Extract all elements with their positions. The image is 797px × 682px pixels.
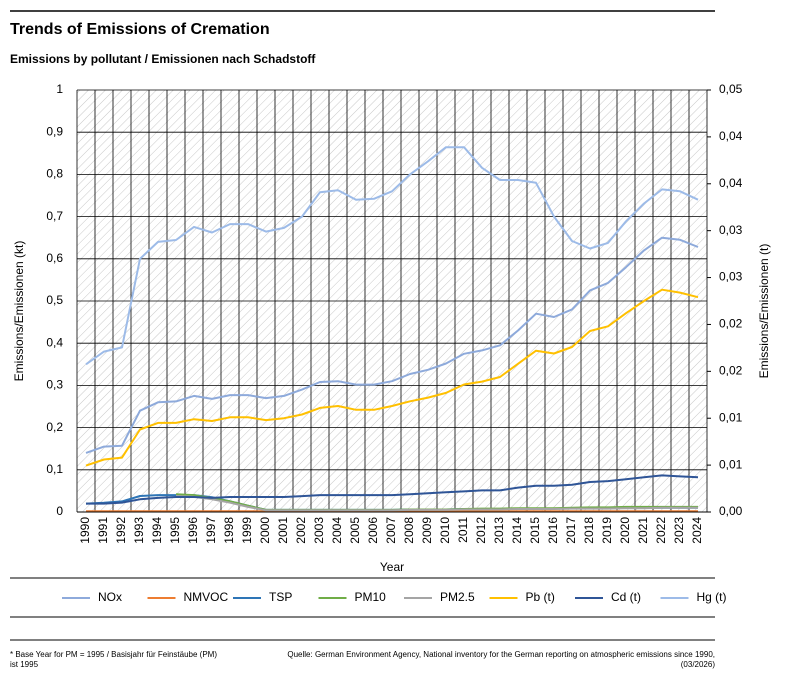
legend-label: Pb (t) (526, 590, 555, 604)
x-tick-label: 2000 (258, 517, 272, 544)
x-tick-label: 2009 (420, 517, 434, 544)
y2-tick-label: 0,00 (719, 504, 743, 518)
legend-label: PM10 (355, 590, 387, 604)
x-tick-label: 1993 (132, 517, 146, 544)
x-tick-label: 2014 (510, 517, 524, 544)
x-tick-label: 2015 (528, 517, 542, 544)
footnote: * Base Year for PM = 1995 / Basisjahr fü… (10, 650, 217, 669)
y2-tick-label: 0,02 (719, 317, 743, 331)
x-tick-label: 2019 (600, 517, 614, 544)
x-tick-label: 2008 (402, 517, 416, 544)
x-tick-label: 1996 (186, 517, 200, 544)
y-tick-label: 0,9 (46, 124, 63, 138)
y-tick-label: 0,8 (46, 167, 63, 181)
x-tick-label: 2022 (654, 517, 668, 544)
legend-label: Hg (t) (697, 590, 727, 604)
x-tick-label: 2010 (438, 517, 452, 544)
x-tick-label: 2018 (582, 517, 596, 544)
legend-label: NMVOC (184, 590, 229, 604)
y-tick-label: 1 (56, 82, 63, 96)
y-tick-label: 0,3 (46, 378, 63, 392)
y-tick-label: 0 (56, 504, 63, 518)
series-line (85, 146, 699, 366)
x-tick-label: 1992 (114, 517, 128, 544)
chart-subtitle: Emissions by pollutant / Emissionen nach… (10, 52, 316, 66)
series-line (85, 236, 699, 454)
y2-tick-label: 0,01 (719, 457, 743, 471)
x-axis-title: Year (380, 560, 404, 574)
y2-tick-label: 0,03 (719, 223, 743, 237)
x-tick-label: 2005 (348, 517, 362, 544)
x-tick-label: 1999 (240, 517, 254, 544)
y2-tick-label: 0,04 (719, 129, 743, 143)
x-tick-label: 2001 (276, 517, 290, 544)
x-tick-label: 1994 (150, 517, 164, 544)
chart-title: Trends of Emissions of Cremation (10, 21, 270, 38)
y-tick-label: 0,1 (46, 462, 63, 476)
x-tick-label: 1990 (78, 517, 92, 544)
legend-label: NOx (98, 590, 122, 604)
x-tick-label: 2011 (456, 517, 470, 543)
y2-axis-title: Emissions/Emissionen (t) (757, 244, 771, 379)
legend-label: PM2.5 (440, 590, 475, 604)
x-tick-label: 1997 (204, 517, 218, 544)
series-line (175, 495, 698, 512)
x-tick-label: 2021 (636, 517, 650, 544)
y-tick-label: 0,4 (46, 335, 63, 349)
y2-tick-label: 0,01 (719, 410, 743, 424)
y-axis-title: Emissions/Emissionen (kt) (12, 241, 26, 382)
x-tick-label: 2016 (546, 517, 560, 544)
series-line (85, 288, 699, 467)
series-line (86, 474, 699, 505)
x-tick-label: 2012 (474, 517, 488, 544)
y2-tick-label: 0,05 (719, 82, 743, 96)
x-tick-label: 2013 (492, 517, 506, 544)
x-tick-label: 1995 (168, 517, 182, 544)
source-note: Quelle: German Environment Agency, Natio… (287, 650, 715, 669)
x-tick-label: 2002 (294, 517, 308, 544)
x-tick-label: 2007 (384, 517, 398, 544)
x-tick-label: 1998 (222, 517, 236, 544)
legend-label: TSP (269, 590, 292, 604)
y2-tick-label: 0,04 (719, 176, 743, 190)
y2-tick-label: 0,02 (719, 364, 743, 378)
y2-tick-label: 0,03 (719, 270, 743, 284)
x-tick-label: 2006 (366, 517, 380, 544)
x-tick-label: 2020 (618, 517, 632, 544)
x-tick-label: 2003 (312, 517, 326, 544)
y-tick-label: 0,7 (46, 209, 63, 223)
x-tick-label: 2004 (330, 517, 344, 544)
y-tick-label: 0,5 (46, 293, 63, 307)
y-tick-label: 0,6 (46, 251, 63, 265)
y-tick-label: 0,2 (46, 420, 63, 434)
x-tick-label: 2024 (690, 517, 704, 544)
x-tick-label: 1991 (96, 517, 110, 544)
legend-label: Cd (t) (611, 590, 641, 604)
x-tick-label: 2017 (564, 517, 578, 544)
x-tick-label: 2023 (672, 517, 686, 544)
